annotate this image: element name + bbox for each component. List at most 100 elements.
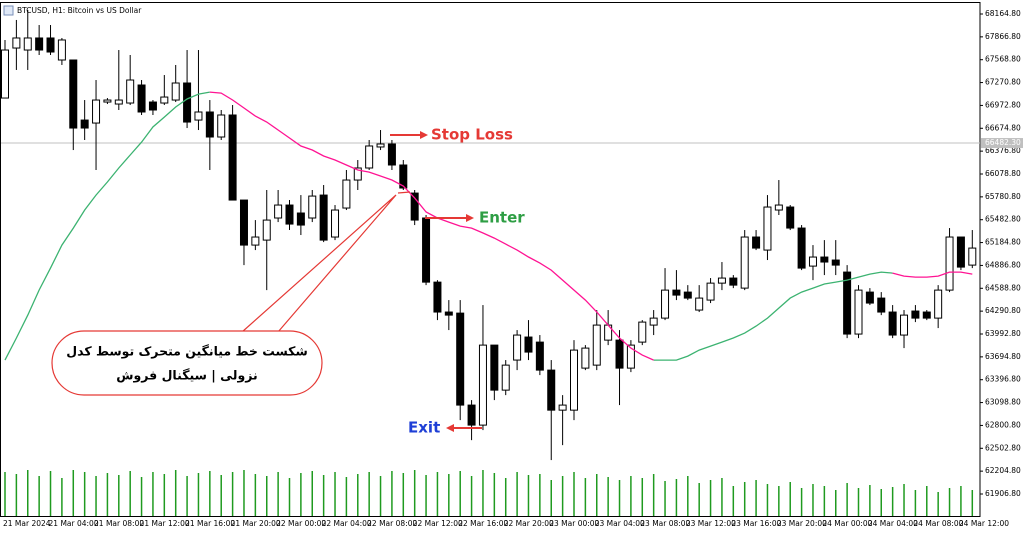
candle-body	[968, 247, 977, 266]
exit-arrowhead	[446, 424, 454, 432]
y-tick-label: 66972.80	[985, 100, 1021, 109]
candle-body	[114, 99, 123, 105]
chart-title: BTCUSD, H1: Bitcoin vs US Dollar	[17, 6, 142, 15]
y-tick-label: 63098.80	[985, 398, 1021, 407]
candle-body	[467, 404, 476, 426]
moving-average	[653, 271, 893, 361]
candle-body	[717, 277, 726, 284]
candle-body	[820, 256, 829, 263]
candle-body	[865, 291, 874, 304]
candle-body	[387, 143, 396, 166]
y-tick-label: 62800.80	[985, 420, 1021, 429]
candle-body	[410, 192, 419, 221]
y-tick-label: 67866.80	[985, 32, 1021, 41]
candle-body	[478, 344, 487, 426]
candle-body	[331, 209, 340, 238]
candle-body	[228, 114, 237, 201]
x-tick-label: 23 Mar 00:00	[549, 519, 599, 528]
y-tick-label: 63396.80	[985, 375, 1021, 384]
candle-body	[342, 179, 351, 209]
x-tick-label: 22 Mar 00:00	[276, 519, 326, 528]
candle-body	[308, 195, 317, 219]
candle-body	[205, 111, 214, 138]
candle-body	[706, 282, 715, 301]
candle-body	[296, 212, 305, 226]
candle-body	[137, 84, 146, 113]
candle-body	[217, 114, 226, 138]
candle-body	[365, 145, 374, 169]
x-tick-label: 21 Mar 20:00	[231, 519, 281, 528]
x-tick-label: 24 Mar 00:00	[822, 519, 872, 528]
candle-body	[922, 311, 931, 319]
candle-body	[786, 206, 795, 229]
candle-body	[399, 164, 408, 189]
moving-average	[4, 91, 210, 361]
candle-body	[422, 217, 431, 283]
stop-loss-arrowhead	[420, 131, 428, 139]
callout-box	[51, 330, 323, 396]
candle-body	[535, 341, 544, 371]
x-tick-label: 22 Mar 08:00	[367, 519, 417, 528]
candle-body	[649, 317, 658, 326]
candle-body	[877, 297, 886, 313]
x-tick-label: 21 Mar 04:00	[49, 519, 99, 528]
candle-body	[490, 344, 499, 391]
candle-body	[661, 289, 670, 319]
candle-body	[638, 321, 647, 343]
candle-body	[900, 314, 909, 336]
candle-body	[171, 82, 180, 101]
candle-body	[239, 199, 248, 246]
candle-body	[888, 311, 897, 336]
candle-body	[513, 334, 522, 361]
candle-body	[103, 99, 112, 103]
candle-body	[80, 119, 89, 129]
y-tick-label: 66376.80	[985, 146, 1021, 155]
y-tick-label: 61906.80	[985, 489, 1021, 498]
candle-body	[581, 347, 590, 369]
y-tick-label: 62204.80	[985, 466, 1021, 475]
candle-body	[69, 59, 78, 129]
x-tick-label: 23 Mar 08:00	[640, 519, 690, 528]
y-tick-label: 65184.80	[985, 238, 1021, 247]
y-tick-label: 67568.80	[985, 55, 1021, 64]
candle-body	[911, 310, 920, 319]
candle-body	[433, 281, 442, 313]
symbol-icon	[3, 5, 14, 16]
y-tick-label: 65780.80	[985, 192, 1021, 201]
candle-body	[683, 291, 692, 299]
candle-body	[194, 111, 203, 121]
y-tick-label: 63992.80	[985, 329, 1021, 338]
x-tick-label: 24 Mar 08:00	[913, 519, 963, 528]
callout-pointer-tip	[397, 191, 411, 194]
moving-average	[892, 271, 973, 278]
candle-body	[547, 369, 556, 411]
x-tick-label: 22 Mar 04:00	[322, 519, 372, 528]
y-tick-label: 64588.80	[985, 283, 1021, 292]
candle-body	[376, 143, 385, 148]
candle-body	[12, 37, 21, 49]
x-tick-label: 23 Mar 04:00	[595, 519, 645, 528]
y-tick-label: 62502.80	[985, 443, 1021, 452]
candle-body	[843, 271, 852, 335]
candle-body	[570, 349, 578, 411]
x-tick-label: 24 Mar 12:00	[959, 519, 1009, 528]
y-tick-label: 64290.80	[985, 306, 1021, 315]
x-tick-label: 24 Mar 04:00	[868, 519, 918, 528]
candle-body	[285, 204, 294, 225]
candle-body	[854, 289, 863, 335]
candle-body	[251, 236, 260, 246]
y-tick-label: 68164.80	[985, 9, 1021, 18]
candle-body	[57, 39, 66, 61]
x-tick-label: 23 Mar 20:00	[777, 519, 827, 528]
candle-body	[46, 37, 55, 53]
y-tick-label: 66078.80	[985, 169, 1021, 178]
candle-body	[35, 37, 44, 51]
plot-frame	[0, 2, 981, 517]
x-tick-label: 22 Mar 16:00	[458, 519, 508, 528]
exit-label: Exit	[408, 419, 440, 437]
y-tick-label: 67270.80	[985, 78, 1021, 87]
current-price-tag	[981, 138, 1023, 149]
candle-body	[729, 277, 738, 286]
y-tick-label: 66674.80	[985, 123, 1021, 132]
